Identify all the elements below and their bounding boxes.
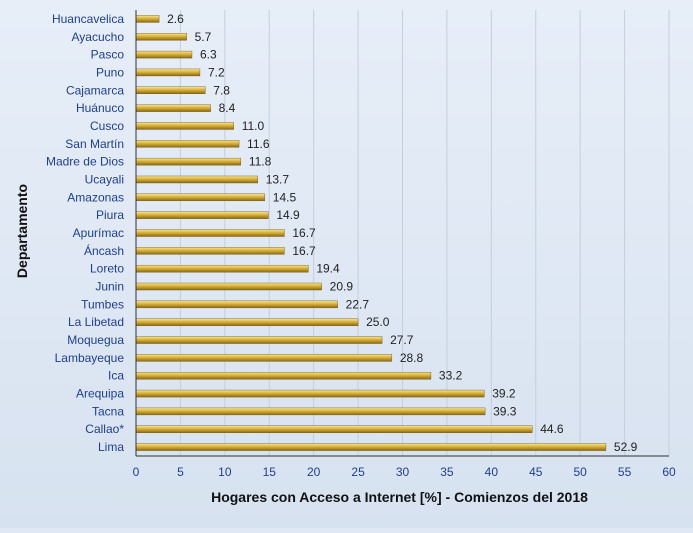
bar <box>135 175 258 184</box>
bar <box>135 229 285 237</box>
bar <box>135 122 234 130</box>
value-label: 52.9 <box>614 440 638 454</box>
value-label: 7.2 <box>208 65 225 79</box>
bar <box>135 264 309 273</box>
category-label: Moquegua <box>67 333 124 347</box>
category-label: Piura <box>96 208 124 222</box>
x-tick-label: 35 <box>440 465 454 479</box>
x-tick-label: 30 <box>396 465 410 479</box>
y-axis-title: Departamento <box>14 184 30 278</box>
category-label: La Libetad <box>68 315 124 329</box>
bar <box>135 33 187 41</box>
category-labels: Huancavelica Ayacucho Pasco Puno Cajamarca Hu… <box>46 12 124 454</box>
x-tick-label: 45 <box>529 465 543 479</box>
bar <box>135 372 432 380</box>
bar <box>135 425 533 433</box>
grid-lines <box>135 10 670 456</box>
value-label: 13.7 <box>266 172 290 186</box>
bar <box>135 407 486 416</box>
value-label: 14.9 <box>276 208 300 222</box>
value-label: 44.6 <box>540 422 564 436</box>
value-label: 20.9 <box>330 280 354 294</box>
value-label: 27.7 <box>390 333 414 347</box>
category-label: Cajamarca <box>66 83 124 97</box>
bar <box>135 336 383 344</box>
x-tick-labels: 0 5 10 15 20 25 30 35 40 45 50 55 60 <box>133 465 676 479</box>
value-label: 19.4 <box>316 262 340 276</box>
value-labels: 2.6 5.7 6.3 7.2 7.8 8.4 11.0 11.6 11.8 13.7 14.5 14… <box>167 12 638 454</box>
x-tick-label: 15 <box>263 465 277 479</box>
category-label: San Martín <box>65 137 124 151</box>
category-label: Áncash <box>84 243 124 258</box>
category-label: Lima <box>98 440 124 454</box>
category-label: Ica <box>108 369 124 383</box>
value-label: 6.3 <box>200 48 217 62</box>
value-label: 11.8 <box>249 155 272 169</box>
value-label: 11.0 <box>242 119 265 133</box>
x-tick-label: 55 <box>618 465 632 479</box>
value-label: 25.0 <box>366 315 390 329</box>
value-label: 7.8 <box>213 83 230 97</box>
bar <box>135 389 485 398</box>
bar <box>135 86 206 94</box>
category-label: Ucayali <box>85 172 124 186</box>
x-tick-label: 60 <box>662 465 676 479</box>
category-label: Arequipa <box>76 387 124 401</box>
value-label: 33.2 <box>439 369 463 383</box>
category-label: Lambayeque <box>55 351 125 365</box>
value-label: 8.4 <box>219 101 236 115</box>
value-label: 16.7 <box>292 244 316 258</box>
bar <box>135 193 266 202</box>
value-label: 39.2 <box>492 387 516 401</box>
value-label: 2.6 <box>167 12 184 26</box>
x-tick-label: 5 <box>177 465 184 479</box>
value-label: 16.7 <box>292 226 316 240</box>
category-label: Cusco <box>90 119 124 133</box>
category-label: Loreto <box>90 262 124 276</box>
category-label: Pasco <box>91 48 125 62</box>
bar <box>135 68 201 77</box>
bar <box>135 15 160 23</box>
x-tick-label: 40 <box>485 465 499 479</box>
bars-group <box>135 15 607 451</box>
x-tick-label: 20 <box>307 465 321 479</box>
category-label: Apurímac <box>73 226 124 240</box>
value-label: 22.7 <box>346 297 370 311</box>
bar <box>135 354 393 362</box>
value-label: 11.6 <box>247 137 270 151</box>
bar <box>135 282 322 291</box>
category-label: Madre de Dios <box>46 155 124 169</box>
category-label: Ayacucho <box>72 30 125 44</box>
bar <box>135 104 211 112</box>
bar <box>135 443 607 451</box>
value-label: 5.7 <box>195 30 212 44</box>
bar <box>135 211 269 219</box>
bar <box>135 157 242 166</box>
category-label: Tumbes <box>81 297 124 311</box>
bar <box>135 318 359 326</box>
category-label: Junin <box>95 280 124 294</box>
category-label: Tacna <box>92 404 124 418</box>
category-label: Huánuco <box>76 101 124 115</box>
bar <box>135 140 240 148</box>
category-label: Puno <box>96 65 124 79</box>
category-label: Amazonas <box>67 190 124 204</box>
value-label: 39.3 <box>493 404 517 418</box>
bar <box>135 247 285 255</box>
x-tick-label: 10 <box>218 465 232 479</box>
bar <box>135 50 193 59</box>
category-label: Huancavelica <box>52 12 124 26</box>
x-tick-label: 0 <box>133 465 140 479</box>
x-tick-label: 25 <box>351 465 365 479</box>
value-label: 28.8 <box>400 351 424 365</box>
value-label: 14.5 <box>273 190 297 204</box>
x-tick-label: 50 <box>573 465 587 479</box>
category-label: Callao* <box>85 422 124 436</box>
x-axis-title: Hogares con Acceso a Internet [%] - Comi… <box>211 489 588 505</box>
bar <box>135 300 338 309</box>
